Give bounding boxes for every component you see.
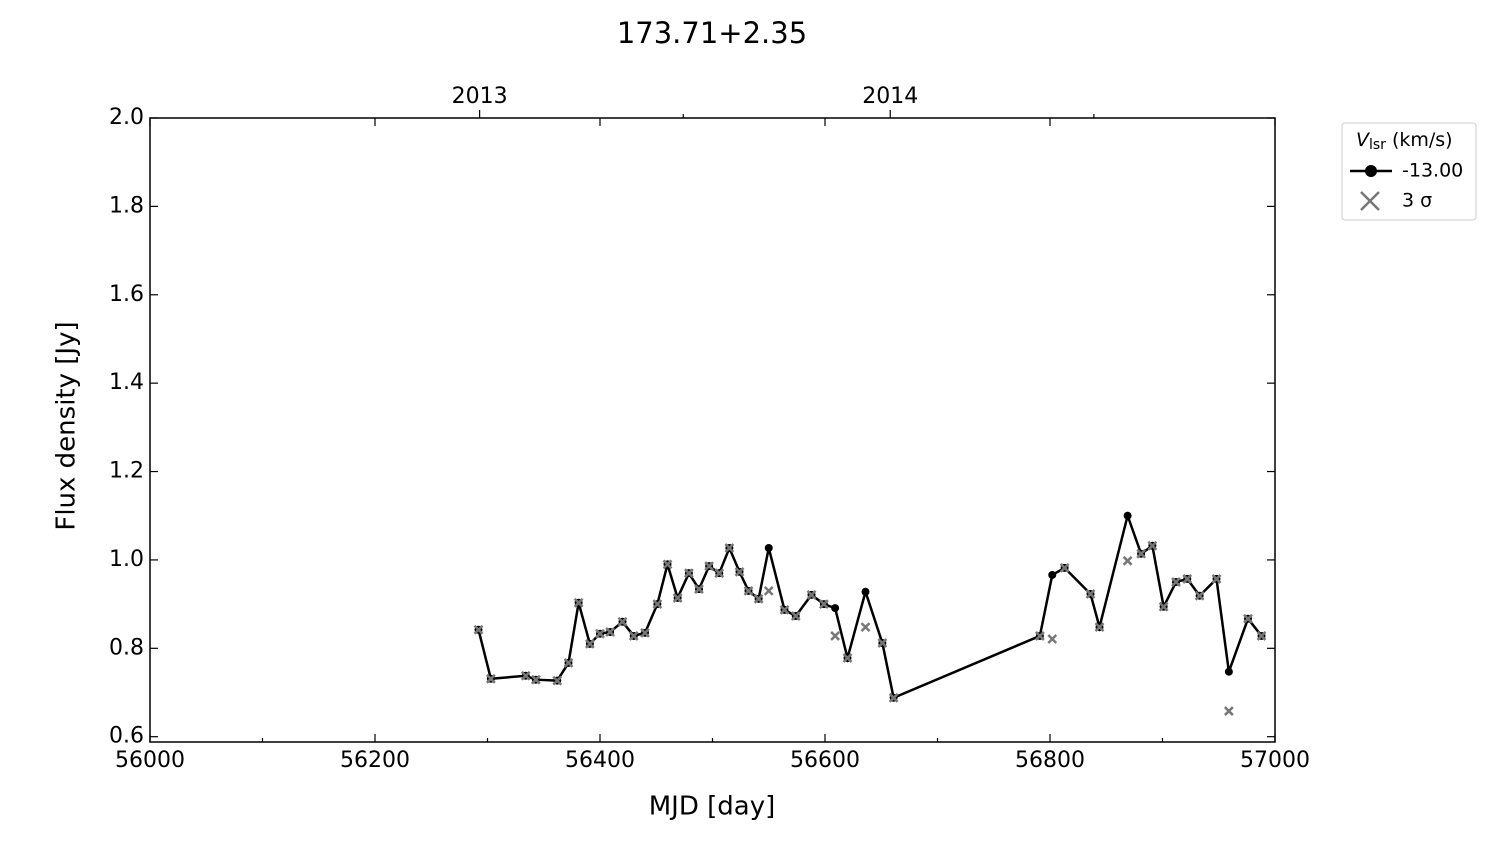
- y-tick-label: 0.8: [109, 635, 144, 660]
- y-tick-label: 2.0: [109, 105, 144, 130]
- sigma-marker: [818, 599, 829, 610]
- sigma-marker: [734, 566, 745, 577]
- sigma-marker: [1122, 555, 1133, 566]
- sigma-marker: [1136, 548, 1147, 559]
- sigma-marker: [520, 670, 531, 681]
- data-point: [861, 587, 870, 596]
- legend-title-subscript: lsr: [1369, 137, 1386, 153]
- y-tick-label: 1.2: [109, 459, 144, 484]
- sigma-marker: [485, 673, 496, 684]
- x-tick-label: 56200: [340, 748, 410, 773]
- data-point: [831, 604, 840, 613]
- sigma-marker: [842, 653, 853, 663]
- sigma-marker: [640, 627, 650, 638]
- sigma-marker: [753, 593, 764, 604]
- sigma-marker: [1047, 634, 1058, 644]
- sigma-marker: [704, 561, 715, 571]
- sigma-marker: [1223, 706, 1234, 716]
- sigma-marker: [628, 631, 639, 641]
- x-tick-label: 57000: [1240, 748, 1310, 773]
- sigma-marker: [763, 585, 774, 596]
- sigma-marker: [473, 624, 484, 635]
- sigma-marker: [830, 631, 841, 641]
- sigma-marker: [724, 543, 735, 553]
- sigma-marker: [743, 585, 754, 596]
- sigma-marker: [1059, 562, 1070, 573]
- y-tick-label: 1.4: [109, 370, 144, 395]
- sigma-marker: [888, 692, 899, 703]
- sigma-marker: [530, 674, 541, 685]
- sigma-marker: [1094, 622, 1105, 632]
- data-point: [1123, 511, 1132, 520]
- y-axis-label: Flux density [Jy]: [52, 321, 82, 530]
- sigma-marker: [672, 593, 683, 603]
- sigma-marker: [563, 658, 574, 668]
- sigma-marker: [779, 604, 790, 615]
- series-line: [477, 511, 1263, 700]
- legend-marker: [1365, 165, 1377, 177]
- legend-label: 3 σ: [1402, 190, 1432, 212]
- sigma-marker: [1034, 631, 1045, 641]
- sigma-marker: [1158, 601, 1169, 612]
- sigma-marker: [1182, 574, 1193, 584]
- legend-title-symbol: V: [1356, 129, 1371, 151]
- sigma-marker: [714, 568, 725, 579]
- plot-frame: [149, 117, 1276, 743]
- sigma-marker: [1211, 574, 1222, 584]
- sigma-marker: [584, 639, 595, 649]
- legend-marker: [1360, 191, 1380, 211]
- x-tick-label: 56000: [115, 748, 185, 773]
- chart-title: 173.71+2.35: [617, 16, 807, 50]
- y-tick-label: 0.6: [109, 724, 144, 749]
- sigma-marker: [1085, 589, 1096, 599]
- legend-title: Vlsr (km/s): [1356, 129, 1453, 154]
- y-tick-label: 1.6: [109, 282, 144, 307]
- data-point: [764, 543, 773, 552]
- data-point: [1048, 570, 1057, 579]
- sigma-marker: [595, 628, 605, 639]
- sigma-marker: [1243, 613, 1253, 624]
- sigma-marker: [573, 597, 584, 608]
- sigma-marker: [877, 638, 888, 648]
- x-tick-label: 56400: [565, 748, 635, 773]
- y-tick-label: 1.8: [109, 193, 144, 218]
- sigma-marker: [694, 584, 704, 594]
- sigma-marker: [790, 611, 801, 621]
- x-tick-label: 56800: [1015, 748, 1085, 773]
- sigma-marker: [860, 622, 871, 632]
- legend-title-unit: (km/s): [1392, 129, 1453, 151]
- legend-label: -13.00: [1402, 160, 1463, 182]
- y-tick-label: 1.0: [109, 547, 144, 572]
- x2-tick-label: 2014: [862, 84, 918, 109]
- sigma-marker: [1194, 590, 1205, 601]
- data-point: [1224, 667, 1233, 676]
- sigma-marker: [652, 599, 663, 610]
- sigma-marker: [552, 675, 563, 686]
- sigma-marker: [1171, 577, 1181, 587]
- x-axis-label: MJD [day]: [649, 792, 776, 822]
- x2-tick-label: 2013: [452, 84, 508, 109]
- sigma-marker: [683, 568, 694, 579]
- sigma-marker: [605, 627, 616, 637]
- sigma-marker: [1147, 540, 1158, 551]
- sigma-marker: [662, 559, 673, 570]
- sigma-marker: [617, 616, 628, 627]
- x-tick-label: 56600: [790, 748, 860, 773]
- sigma-marker: [1256, 631, 1267, 641]
- sigma-marker: [806, 589, 817, 600]
